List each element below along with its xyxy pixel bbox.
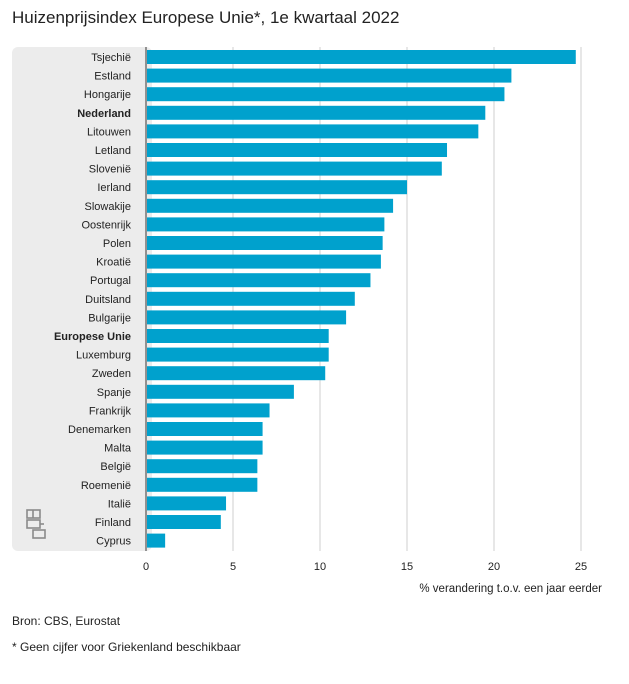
bar-roemenie xyxy=(147,477,258,492)
category-label-italie: Italië xyxy=(108,498,131,510)
bars xyxy=(147,50,576,548)
bar-ierland xyxy=(147,180,407,195)
bar-malta xyxy=(147,440,263,455)
bar-letland xyxy=(147,143,448,157)
bar-oostenrijk xyxy=(147,217,385,232)
bar-spanje xyxy=(147,384,294,399)
source-note: Bron: CBS, Eurostat xyxy=(12,614,121,628)
bar-denemarken xyxy=(147,422,263,436)
category-labels: Tsjechië Estland Hongarije Nederland Litouwe… xyxy=(54,52,132,548)
x-tick-label-5: 5 xyxy=(230,561,236,573)
cbs-logo-icon xyxy=(26,509,46,539)
bar-bulgarije xyxy=(147,310,347,325)
bar-hongarije xyxy=(147,87,505,102)
bar-zweden xyxy=(147,366,326,381)
category-label-duitsland: Duitsland xyxy=(85,294,131,306)
bar-cyprus xyxy=(147,533,166,548)
category-label-slowakije: Slowakije xyxy=(85,201,131,213)
category-label-letland: Letland xyxy=(95,145,131,157)
bar-kroatie xyxy=(147,254,381,269)
bar-europese-unie xyxy=(147,329,329,343)
bar-slowakije xyxy=(147,198,394,213)
category-label-malta: Malta xyxy=(104,443,132,455)
category-label-slovenie: Slovenië xyxy=(89,164,131,176)
bar-litouwen xyxy=(147,124,479,139)
category-label-denemarken: Denemarken xyxy=(68,424,131,436)
category-label-finland: Finland xyxy=(95,517,131,529)
category-label-nederland: Nederland xyxy=(77,108,131,120)
category-label-europese-unie: Europese Unie xyxy=(54,331,131,343)
category-label-cyprus: Cyprus xyxy=(96,536,131,548)
bar-belgie xyxy=(147,459,258,474)
category-label-belgie: België xyxy=(100,461,131,473)
category-label-litouwen: Litouwen xyxy=(87,126,131,138)
category-label-luxemburg: Luxemburg xyxy=(76,350,131,362)
bar-polen xyxy=(147,236,383,250)
category-label-bulgarije: Bulgarije xyxy=(88,312,131,324)
bar-duitsland xyxy=(147,291,355,306)
x-tick-label-25: 25 xyxy=(575,561,587,573)
category-label-kroatie: Kroatië xyxy=(96,257,131,269)
bar-estland xyxy=(147,68,512,83)
bar-nederland xyxy=(147,105,486,120)
category-label-tsjechie: Tsjechië xyxy=(91,52,131,64)
bar-frankrijk xyxy=(147,403,270,418)
category-label-estland: Estland xyxy=(94,71,131,83)
bar-italie xyxy=(147,496,227,511)
category-panel xyxy=(12,47,152,551)
x-tick-labels: 0 5 10 15 20 25 xyxy=(143,561,587,573)
bar-slovenie xyxy=(147,161,442,176)
bar-chart: Tsjechië Estland Hongarije Nederland Litouwe… xyxy=(12,47,602,595)
bar-portugal xyxy=(147,273,371,288)
category-label-ierland: Ierland xyxy=(97,182,131,194)
category-label-roemenie: Roemenië xyxy=(81,480,131,492)
x-tick-label-15: 15 xyxy=(401,561,413,573)
footnote: * Geen cijfer voor Griekenland beschikba… xyxy=(12,640,241,654)
bar-tsjechie xyxy=(147,50,576,64)
category-label-frankrijk: Frankrijk xyxy=(89,405,132,417)
category-label-hongarije: Hongarije xyxy=(84,89,131,101)
chart-title: Huizenprijsindex Europese Unie*, 1e kwar… xyxy=(12,8,400,27)
x-tick-label-10: 10 xyxy=(314,561,326,573)
category-label-oostenrijk: Oostenrijk xyxy=(81,219,131,231)
category-label-portugal: Portugal xyxy=(90,275,131,287)
x-tick-label-20: 20 xyxy=(488,561,500,573)
category-label-polen: Polen xyxy=(103,238,131,250)
category-label-zweden: Zweden xyxy=(92,368,131,380)
category-label-spanje: Spanje xyxy=(97,387,131,399)
x-axis-title: % verandering t.o.v. een jaar eerder xyxy=(419,583,602,595)
bar-finland xyxy=(147,515,221,529)
bar-luxemburg xyxy=(147,347,329,362)
x-tick-label-0: 0 xyxy=(143,561,149,573)
